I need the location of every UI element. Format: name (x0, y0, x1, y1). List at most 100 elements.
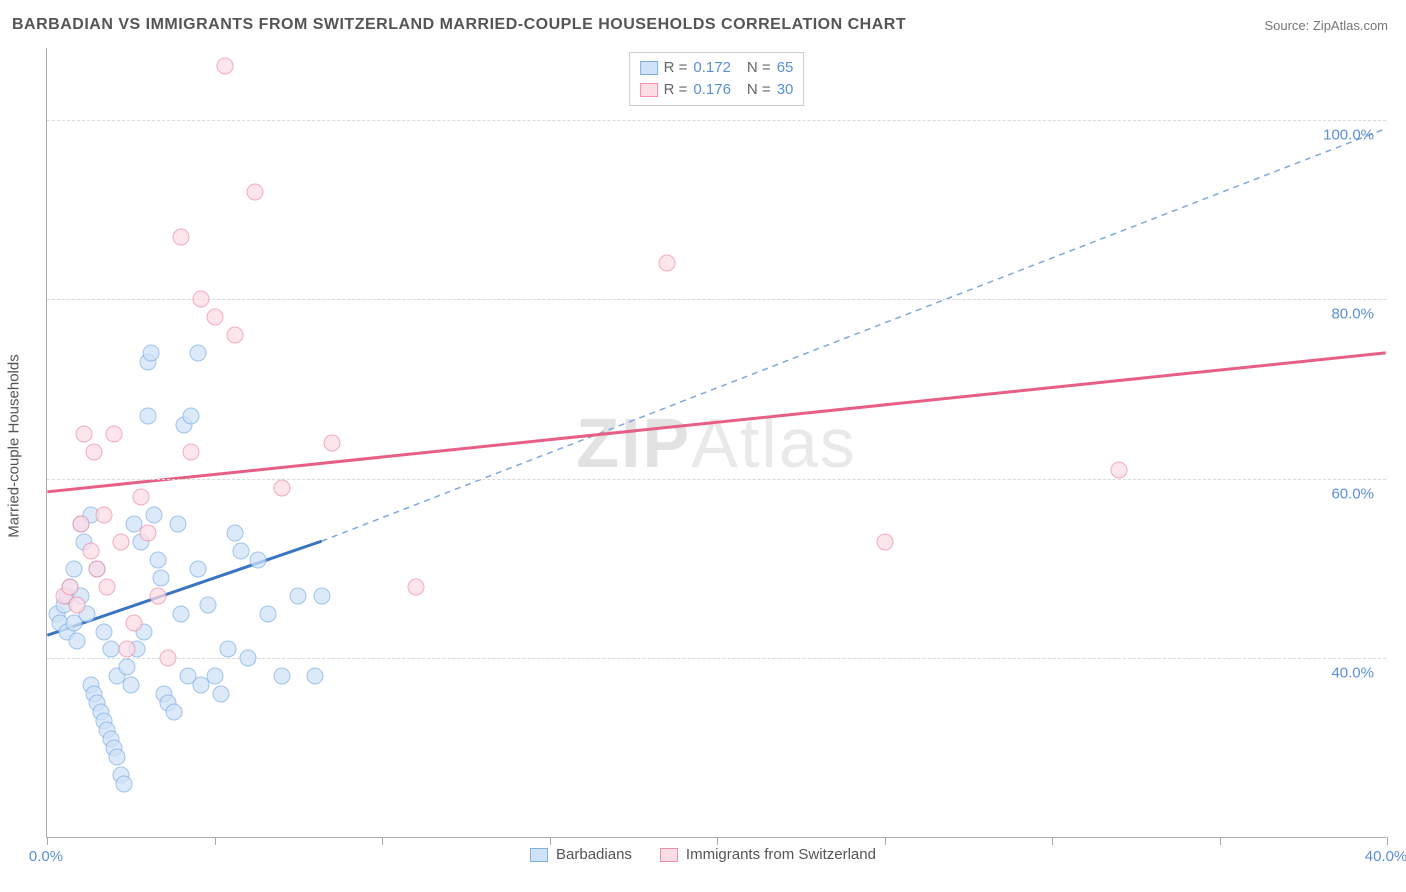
x-tick (550, 837, 551, 845)
scatter-point (89, 560, 106, 577)
scatter-point (260, 605, 277, 622)
scatter-point (69, 632, 86, 649)
y-tick-label: 40.0% (1331, 665, 1374, 682)
series-legend: Barbadians Immigrants from Switzerland (530, 846, 876, 863)
legend-n-val: 30 (777, 79, 794, 101)
gridline (47, 120, 1386, 121)
x-tick (717, 837, 718, 845)
legend-row: R =0.176 N = 30 (640, 79, 794, 101)
scatter-point (69, 596, 86, 613)
legend-r-key: R = (664, 79, 688, 101)
scatter-point (122, 677, 139, 694)
source-label: Source: ZipAtlas.com (1264, 18, 1388, 33)
scatter-point (62, 578, 79, 595)
trend-line (47, 353, 1385, 492)
scatter-point (246, 183, 263, 200)
y-tick-label: 80.0% (1331, 306, 1374, 323)
scatter-point (226, 327, 243, 344)
legend-r-val: 0.172 (693, 57, 731, 79)
legend-r-val: 0.176 (693, 79, 731, 101)
scatter-point (139, 408, 156, 425)
scatter-point (126, 614, 143, 631)
scatter-point (199, 596, 216, 613)
x-tick-label: 0.0% (29, 848, 63, 865)
scatter-point (1111, 461, 1128, 478)
scatter-point (206, 668, 223, 685)
y-tick-label: 60.0% (1331, 485, 1374, 502)
scatter-point (307, 668, 324, 685)
legend-item: Immigrants from Switzerland (660, 846, 876, 863)
scatter-point (323, 435, 340, 452)
scatter-point (106, 426, 123, 443)
scatter-point (142, 345, 159, 362)
scatter-point (219, 641, 236, 658)
x-tick (1387, 837, 1388, 845)
legend-swatch (640, 83, 658, 97)
scatter-point (85, 443, 102, 460)
scatter-point (173, 228, 190, 245)
gridline (47, 479, 1386, 480)
trend-lines-layer (47, 48, 1386, 837)
watermark-atlas: Atlas (691, 404, 857, 482)
scatter-point (146, 506, 163, 523)
correlation-legend: R =0.172 N = 65 R =0.176 N = 30 (629, 52, 805, 106)
scatter-point (102, 641, 119, 658)
scatter-point (216, 57, 233, 74)
scatter-point (95, 623, 112, 640)
x-tick-label: 40.0% (1365, 848, 1406, 865)
scatter-point (152, 569, 169, 586)
scatter-point (193, 291, 210, 308)
scatter-point (72, 515, 89, 532)
scatter-point (166, 704, 183, 721)
scatter-point (250, 551, 267, 568)
x-tick (47, 837, 48, 845)
scatter-point (173, 605, 190, 622)
scatter-point (119, 659, 136, 676)
scatter-point (273, 479, 290, 496)
plot-area: ZIPAtlas R =0.172 N = 65 R =0.176 N = 30 40.0… (46, 48, 1386, 838)
scatter-point (119, 641, 136, 658)
x-tick (382, 837, 383, 845)
legend-r-key: R = (664, 57, 688, 79)
scatter-point (189, 560, 206, 577)
scatter-point (213, 686, 230, 703)
chart-title: BARBADIAN VS IMMIGRANTS FROM SWITZERLAND… (12, 16, 906, 34)
legend-swatch (640, 61, 658, 75)
scatter-point (183, 443, 200, 460)
y-axis-label: Married-couple Households (6, 354, 23, 537)
scatter-point (112, 533, 129, 550)
gridline (47, 299, 1386, 300)
x-tick (885, 837, 886, 845)
legend-row: R =0.172 N = 65 (640, 57, 794, 79)
scatter-point (226, 524, 243, 541)
legend-item: Barbadians (530, 846, 632, 863)
scatter-point (240, 650, 257, 667)
scatter-point (139, 524, 156, 541)
scatter-point (132, 488, 149, 505)
scatter-point (290, 587, 307, 604)
scatter-point (99, 578, 116, 595)
watermark: ZIPAtlas (576, 403, 857, 483)
x-tick (1052, 837, 1053, 845)
scatter-point (116, 776, 133, 793)
watermark-zip: ZIP (576, 404, 691, 482)
scatter-point (658, 255, 675, 272)
scatter-point (75, 426, 92, 443)
scatter-point (149, 551, 166, 568)
scatter-point (159, 650, 176, 667)
legend-n-val: 65 (777, 57, 794, 79)
legend-n-key: N = (747, 79, 771, 101)
scatter-point (233, 542, 250, 559)
x-tick (1220, 837, 1221, 845)
legend-swatch (660, 848, 678, 862)
legend-n-key: N = (747, 57, 771, 79)
scatter-point (183, 408, 200, 425)
scatter-point (189, 345, 206, 362)
legend-swatch (530, 848, 548, 862)
scatter-point (313, 587, 330, 604)
scatter-point (149, 587, 166, 604)
scatter-point (95, 506, 112, 523)
scatter-point (407, 578, 424, 595)
scatter-point (876, 533, 893, 550)
y-tick-label: 100.0% (1323, 126, 1374, 143)
